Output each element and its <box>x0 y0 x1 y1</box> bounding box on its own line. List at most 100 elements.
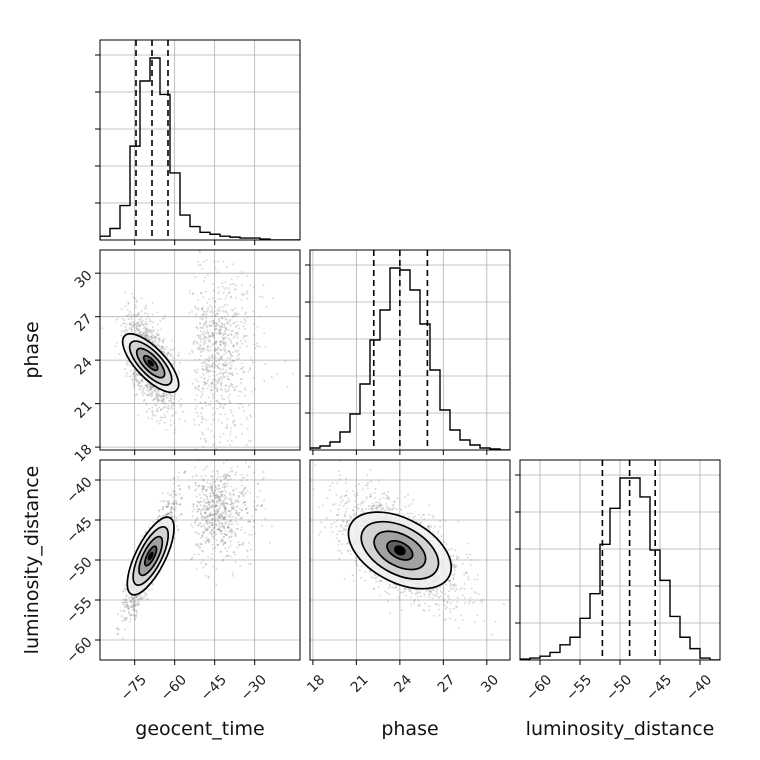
sample-point <box>236 341 239 344</box>
sample-point <box>131 321 134 324</box>
sample-point <box>350 516 353 519</box>
sample-point <box>146 386 149 389</box>
sample-point <box>226 303 229 306</box>
sample-point <box>141 598 143 601</box>
sample-point <box>210 474 212 477</box>
sample-point <box>236 357 239 360</box>
sample-point <box>213 386 216 389</box>
sample-point <box>170 511 173 514</box>
sample-point <box>382 496 385 499</box>
sample-point <box>198 507 201 510</box>
sample-point <box>162 402 165 405</box>
sample-point <box>194 481 197 484</box>
sample-point <box>126 603 129 606</box>
sample-point <box>217 484 220 487</box>
sample-point <box>149 320 152 323</box>
sample-point <box>217 507 220 510</box>
sample-point <box>171 495 174 498</box>
sample-point <box>155 518 158 521</box>
sample-point <box>145 404 148 407</box>
sample-point <box>170 400 173 402</box>
sample-point <box>146 387 149 390</box>
sample-point <box>215 539 218 542</box>
sample-point <box>132 609 135 612</box>
sample-point <box>217 359 220 362</box>
sample-point <box>156 420 159 423</box>
sample-point <box>211 481 214 484</box>
sample-point <box>180 513 183 516</box>
sample-point <box>214 354 216 357</box>
sample-point <box>170 339 173 342</box>
sample-point <box>151 337 154 340</box>
sample-point <box>232 493 235 496</box>
sample-point <box>227 554 230 557</box>
sample-point <box>162 399 164 402</box>
sample-point <box>195 371 198 374</box>
sample-point <box>213 457 215 459</box>
sample-point <box>224 342 227 345</box>
sample-point <box>134 304 137 307</box>
sample-point <box>216 352 219 355</box>
sample-point <box>206 329 209 332</box>
sample-point <box>219 332 222 335</box>
sample-point <box>161 515 163 518</box>
sample-point <box>223 509 226 512</box>
sample-point <box>202 487 204 490</box>
sample-point <box>148 386 151 389</box>
sample-point <box>220 324 223 327</box>
sample-point <box>202 445 205 448</box>
sample-point <box>114 344 117 347</box>
sample-point <box>213 370 216 373</box>
sample-point <box>122 603 125 605</box>
sample-point <box>217 379 220 382</box>
sample-point <box>165 345 168 348</box>
sample-point <box>215 389 218 392</box>
sample-point <box>222 499 225 502</box>
sample-point <box>166 355 169 358</box>
sample-point <box>194 407 197 410</box>
sample-point <box>230 502 233 505</box>
sample-point <box>163 401 166 404</box>
sample-point <box>157 398 160 401</box>
sample-point <box>249 284 252 287</box>
sample-point <box>224 364 227 367</box>
sample-point <box>145 332 148 334</box>
sample-point <box>248 520 251 523</box>
sample-point <box>224 541 227 544</box>
sample-point <box>141 319 144 322</box>
sample-point <box>218 318 220 320</box>
sample-point <box>162 500 165 503</box>
sample-point <box>205 336 208 339</box>
sample-point <box>141 333 144 336</box>
sample-point <box>128 605 131 608</box>
sample-point <box>146 312 149 315</box>
sample-point <box>223 493 226 496</box>
sample-point <box>194 466 197 469</box>
sample-point <box>215 327 218 330</box>
sample-point <box>220 394 223 397</box>
sample-point <box>207 324 210 327</box>
sample-point <box>258 345 261 348</box>
panel-content <box>100 40 300 240</box>
sample-point <box>132 605 135 608</box>
sample-point <box>139 323 142 326</box>
sample-point <box>173 537 176 540</box>
sample-point <box>203 343 206 346</box>
sample-point <box>165 428 168 431</box>
sample-point <box>130 313 133 316</box>
sample-point <box>123 598 126 601</box>
sample-point <box>148 331 151 334</box>
sample-point <box>213 328 216 331</box>
sample-point <box>201 308 204 310</box>
sample-point <box>145 383 148 386</box>
sample-point <box>237 402 240 405</box>
sample-point <box>208 364 211 367</box>
sample-point <box>207 384 210 387</box>
sample-point <box>236 500 239 503</box>
sample-point <box>136 393 139 396</box>
sample-point <box>156 333 159 336</box>
sample-point <box>202 479 205 482</box>
density-peak <box>147 359 154 367</box>
sample-point <box>130 600 133 603</box>
sample-point <box>211 382 214 385</box>
